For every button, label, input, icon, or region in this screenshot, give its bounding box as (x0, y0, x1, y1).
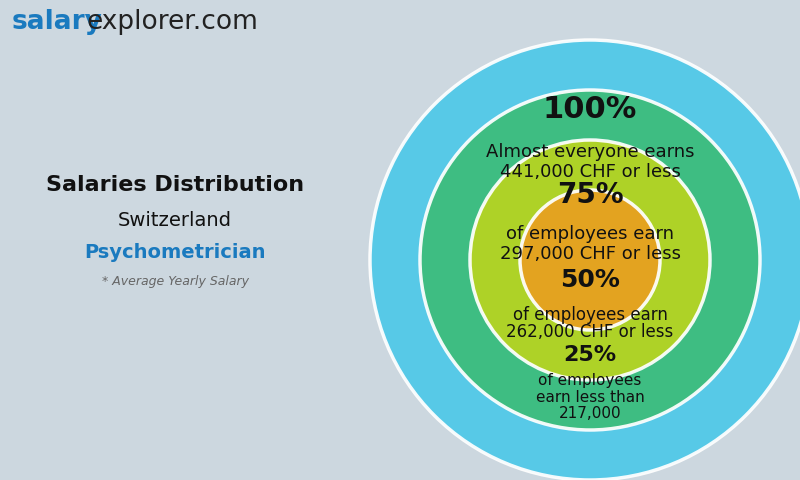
Text: of employees earn: of employees earn (506, 225, 674, 243)
Text: Switzerland: Switzerland (118, 211, 232, 229)
Text: of employees: of employees (538, 372, 642, 387)
Text: * Average Yearly Salary: * Average Yearly Salary (102, 276, 249, 288)
Circle shape (520, 190, 660, 330)
Text: 217,000: 217,000 (558, 407, 622, 421)
Circle shape (420, 90, 760, 430)
Text: Salaries Distribution: Salaries Distribution (46, 175, 304, 195)
Text: explorer.com: explorer.com (87, 9, 259, 35)
Text: 100%: 100% (543, 96, 637, 124)
Text: 25%: 25% (563, 345, 617, 365)
Text: Psychometrician: Psychometrician (84, 242, 266, 262)
Text: Almost everyone earns: Almost everyone earns (486, 143, 694, 161)
Text: salary: salary (12, 9, 103, 35)
Text: 297,000 CHF or less: 297,000 CHF or less (499, 245, 681, 263)
Text: 262,000 CHF or less: 262,000 CHF or less (506, 323, 674, 341)
Circle shape (470, 140, 710, 380)
Text: 75%: 75% (557, 181, 623, 209)
Text: 441,000 CHF or less: 441,000 CHF or less (499, 163, 681, 181)
Text: earn less than: earn less than (536, 389, 644, 405)
Circle shape (370, 40, 800, 480)
Text: 50%: 50% (560, 268, 620, 292)
Text: of employees earn: of employees earn (513, 306, 667, 324)
